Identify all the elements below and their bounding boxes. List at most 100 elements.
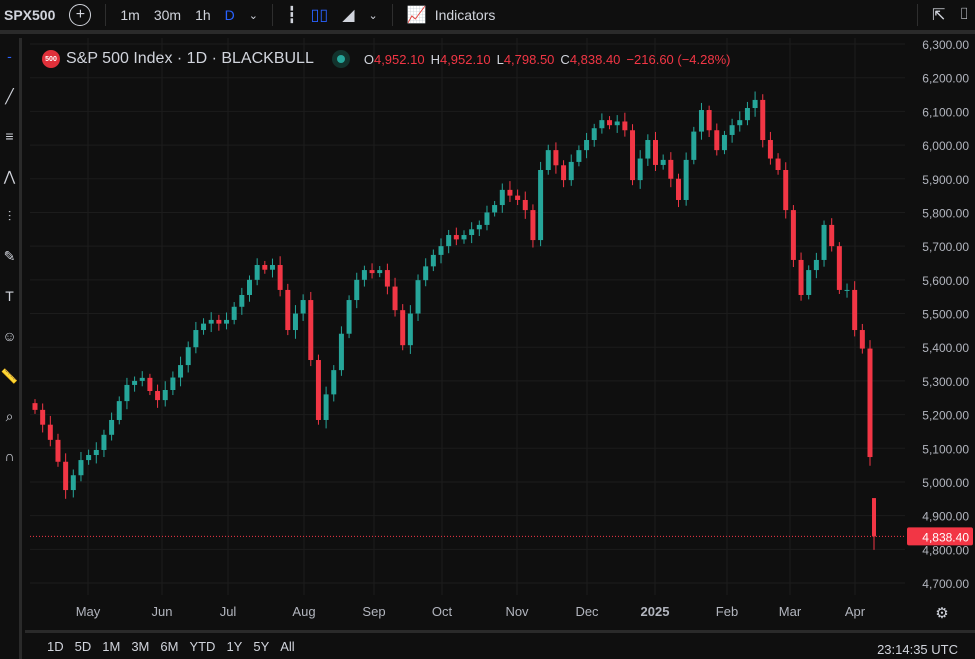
symbol-logo: 500 bbox=[42, 50, 60, 68]
y-tick-label: 4,700.00 bbox=[922, 577, 969, 591]
candle bbox=[767, 140, 773, 159]
y-tick-label: 4,800.00 bbox=[922, 543, 969, 557]
candle bbox=[400, 310, 406, 346]
candle-chart-type-icon[interactable]: ▯▯ bbox=[310, 7, 329, 24]
candle bbox=[591, 128, 597, 141]
candle bbox=[530, 210, 536, 241]
candle bbox=[32, 403, 38, 410]
indicators-button[interactable]: 📈 Indicators bbox=[407, 5, 496, 25]
low-value: 4,798.50 bbox=[503, 51, 555, 67]
zoom-icon[interactable]: ⌕ bbox=[5, 408, 14, 424]
range-5d[interactable]: 5D bbox=[74, 638, 92, 654]
divider bbox=[391, 4, 393, 26]
y-tick-label: 5,400.00 bbox=[922, 341, 969, 355]
candle bbox=[139, 377, 145, 381]
candle bbox=[584, 140, 590, 151]
candle bbox=[706, 110, 712, 131]
candle bbox=[744, 108, 750, 121]
candle bbox=[599, 120, 605, 129]
chart-legend: 500 S&P 500 Index · 1D · BLACKBULL O4,95… bbox=[42, 50, 737, 68]
y-tick-label: 4,900.00 bbox=[922, 510, 969, 524]
x-tick-label: Dec bbox=[575, 604, 599, 619]
candle bbox=[300, 300, 306, 314]
candle bbox=[469, 229, 475, 236]
candle bbox=[737, 120, 743, 126]
candle bbox=[377, 270, 383, 274]
candle bbox=[361, 270, 367, 280]
candle bbox=[721, 134, 727, 151]
pattern-icon[interactable]: ⋀ bbox=[3, 168, 16, 184]
candle bbox=[55, 439, 61, 462]
candle bbox=[109, 419, 115, 435]
top-toolbar: SPX500 + 1m 30m 1h D ⌄ ┇ ▯▯ ◢ ⌄ 📈 Indicat… bbox=[0, 0, 975, 34]
candle bbox=[239, 294, 245, 307]
range-5y[interactable]: 5Y bbox=[253, 638, 270, 654]
legend-title[interactable]: S&P 500 Index · 1D · BLACKBULL bbox=[66, 50, 314, 67]
candle bbox=[101, 434, 107, 450]
projection-icon[interactable]: ⫶ bbox=[7, 208, 12, 224]
range-ytd[interactable]: YTD bbox=[189, 638, 216, 654]
candle bbox=[568, 161, 574, 181]
candle bbox=[545, 150, 551, 171]
range-6m[interactable]: 6M bbox=[160, 638, 179, 654]
candle bbox=[78, 460, 84, 476]
bar-chart-type-icon[interactable]: ┇ bbox=[286, 7, 297, 24]
clock[interactable]: 23:14:35 UTC bbox=[877, 642, 958, 657]
candle bbox=[729, 125, 735, 135]
trend-line-icon[interactable]: ╱ bbox=[5, 88, 14, 104]
timeframe-1m[interactable]: 1m bbox=[120, 7, 140, 23]
candle bbox=[683, 159, 689, 200]
candle bbox=[407, 313, 413, 346]
text-icon[interactable]: T bbox=[5, 288, 14, 304]
candle bbox=[806, 270, 812, 295]
timeframe-1h[interactable]: 1h bbox=[195, 7, 211, 23]
candle bbox=[315, 360, 321, 420]
x-tick-label: Sep bbox=[362, 604, 385, 619]
indicators-label: Indicators bbox=[434, 7, 496, 23]
range-1d[interactable]: 1D bbox=[47, 638, 64, 654]
timeframe-d[interactable]: D bbox=[224, 7, 235, 23]
range-all[interactable]: All bbox=[280, 638, 295, 654]
candle bbox=[859, 330, 865, 349]
candle bbox=[178, 365, 184, 378]
area-chart-type-icon[interactable]: ◢ bbox=[342, 7, 355, 24]
candle bbox=[852, 289, 858, 331]
price-chart[interactable]: 4,700.00 4,800.00 4,900.00 5,000.00 5,100.00… bbox=[25, 38, 975, 628]
emoji-icon[interactable]: ☺ bbox=[2, 328, 17, 344]
candle bbox=[354, 279, 360, 301]
candle bbox=[292, 313, 298, 331]
fullscreen-icon[interactable]: ⇱ bbox=[931, 7, 946, 24]
range-1m[interactable]: 1M bbox=[102, 638, 121, 654]
brush-icon[interactable]: ✎ bbox=[3, 248, 16, 264]
candle bbox=[630, 130, 636, 181]
x-tick-label: Mar bbox=[779, 604, 802, 619]
compare-add-icon[interactable]: + bbox=[69, 4, 92, 26]
range-3m[interactable]: 3M bbox=[131, 638, 150, 654]
chevron-down-icon[interactable]: ⌄ bbox=[248, 9, 258, 22]
candle bbox=[461, 235, 467, 240]
candle bbox=[93, 449, 99, 456]
candle bbox=[47, 424, 53, 440]
cursor-icon[interactable]: ‐ bbox=[7, 48, 12, 64]
candle bbox=[836, 246, 842, 290]
y-tick-label: 5,500.00 bbox=[922, 308, 969, 322]
timeframe-30m[interactable]: 30m bbox=[153, 7, 182, 23]
candle bbox=[86, 455, 92, 461]
chevron-down-icon[interactable]: ⌄ bbox=[368, 9, 378, 22]
camera-icon[interactable]: ⌷ bbox=[959, 6, 969, 23]
magnet-icon[interactable]: ∩ bbox=[4, 448, 15, 464]
ruler-icon[interactable]: 📏 bbox=[0, 368, 19, 384]
range-1y[interactable]: 1Y bbox=[226, 638, 243, 654]
x-tick-label: Oct bbox=[432, 604, 453, 619]
x-tick-label: May bbox=[76, 604, 101, 619]
x-tick-label: Feb bbox=[716, 604, 738, 619]
candle bbox=[254, 265, 260, 280]
candle bbox=[201, 323, 207, 331]
fib-icon[interactable]: ≡ bbox=[5, 128, 14, 144]
x-tick-label: Jun bbox=[152, 604, 173, 619]
candle bbox=[40, 409, 46, 425]
candle bbox=[415, 280, 421, 314]
symbol-search[interactable]: SPX500 bbox=[4, 7, 56, 23]
candle bbox=[783, 170, 789, 211]
candle bbox=[262, 265, 268, 270]
